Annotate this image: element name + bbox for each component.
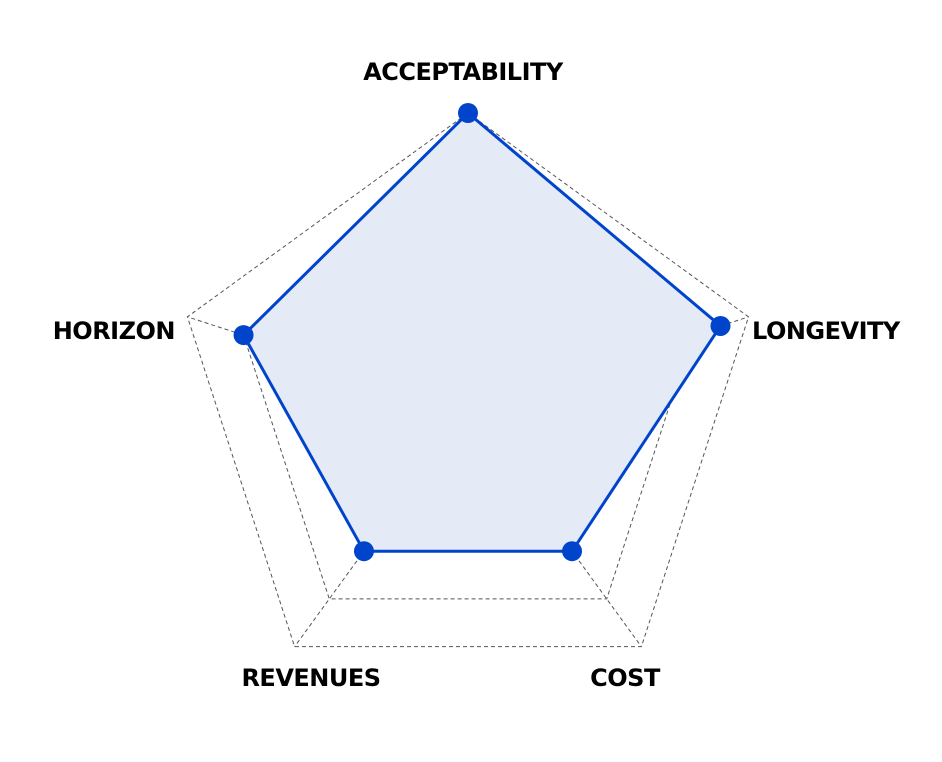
series-layer [233,103,731,562]
data-point-horizon [233,325,254,346]
axis-label-horizon: HORIZON [53,317,175,345]
axis-label-revenues: REVENUES [241,664,380,692]
label-layer: ACCEPTABILITY LONGEVITY COST REVENUES HORIZO… [53,58,902,692]
data-point-revenues [353,541,374,562]
data-point-acceptability [458,103,478,123]
axis-label-longevity: LONGEVITY [752,317,901,345]
axis-label-acceptability: ACCEPTABILITY [363,58,564,86]
data-point-cost [562,541,583,562]
grid-ring-5 [186,112,750,648]
axis-label-cost: COST [590,664,661,692]
data-point-longevity [710,315,731,336]
series-area-1 [242,111,723,553]
